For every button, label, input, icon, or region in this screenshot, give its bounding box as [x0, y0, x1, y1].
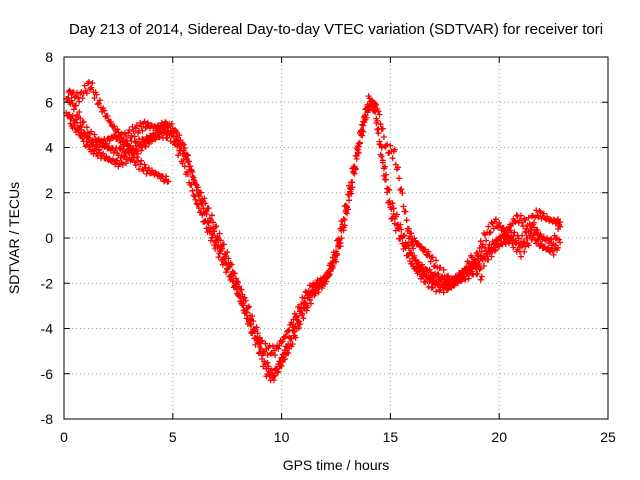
y-axis-title: SDTVAR / TECUs [6, 182, 22, 294]
series-track-c [65, 78, 485, 359]
y-tick-label: -2 [41, 275, 54, 291]
y-tick-label: 4 [45, 140, 53, 156]
x-tick-label: 0 [60, 429, 68, 445]
data-points [63, 78, 564, 384]
data-point-markers [404, 207, 564, 288]
chart-title: Day 213 of 2014, Sidereal Day-to-day VTE… [69, 21, 603, 38]
x-tick-label: 10 [274, 429, 290, 445]
y-tick-label: 8 [45, 49, 53, 65]
y-tick-label: 6 [45, 94, 53, 110]
x-axis-title: GPS time / hours [283, 457, 390, 473]
y-tick-label: -6 [41, 366, 54, 382]
series-track-e [404, 207, 564, 288]
x-tick-label: 15 [383, 429, 399, 445]
x-tick-label: 5 [169, 429, 177, 445]
x-tick-label: 20 [491, 429, 507, 445]
data-point-markers [67, 120, 172, 185]
data-point-markers [65, 78, 485, 359]
y-tick-label: 2 [45, 185, 53, 201]
y-tick-label: -8 [41, 411, 54, 427]
x-tick-labels: 0 5 10 15 20 25 [60, 429, 616, 445]
axis-ticks [63, 56, 609, 420]
series-track-d [67, 120, 172, 185]
y-tick-label: 0 [45, 230, 53, 246]
y-tick-label: -4 [41, 321, 54, 337]
x-tick-label: 25 [600, 429, 616, 445]
y-tick-labels: -8 -6 -4 -2 0 2 4 6 8 [41, 49, 54, 427]
